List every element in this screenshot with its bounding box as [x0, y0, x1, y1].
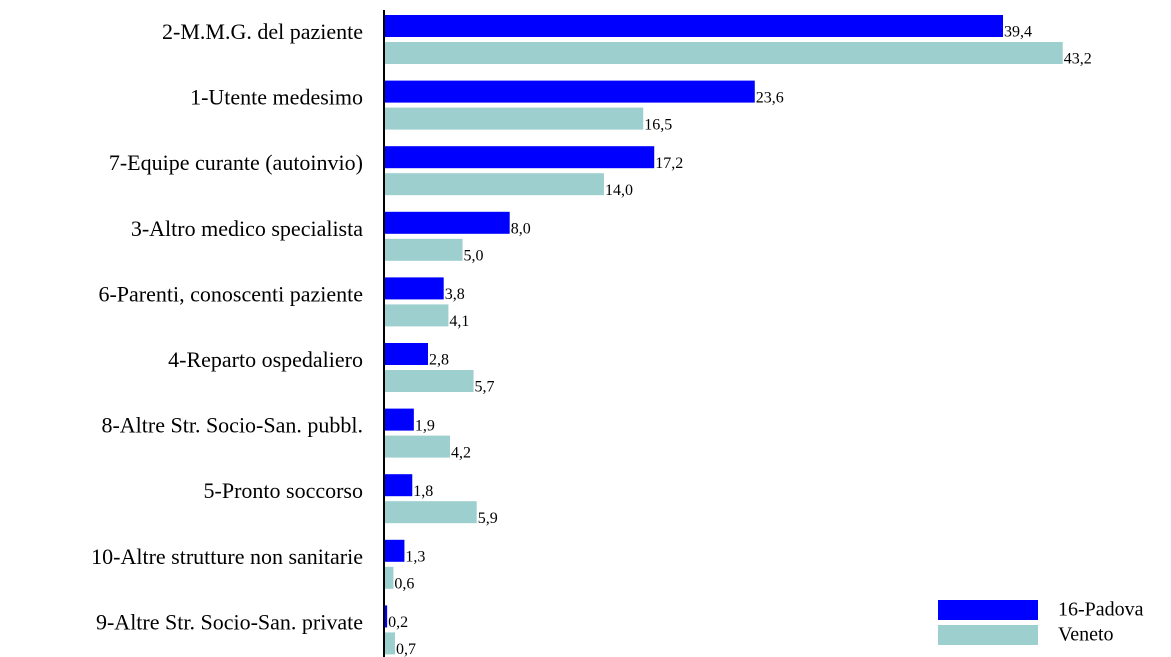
value-label: 39,4 [1004, 24, 1032, 41]
category-label: 9-Altre Str. Socio-San. private [96, 609, 363, 634]
legend-label: Veneto [1058, 624, 1114, 646]
value-label: 3,8 [445, 286, 465, 303]
bar [384, 343, 428, 365]
category-label: 1-Utente medesimo [190, 85, 363, 110]
value-label: 2,8 [429, 352, 449, 369]
value-label: 1,3 [405, 548, 425, 565]
bar [384, 408, 414, 431]
bar [384, 211, 510, 234]
bar [384, 107, 644, 130]
bar [384, 539, 405, 562]
bar [384, 80, 755, 103]
category-label: 2-M.M.G. del paziente [162, 19, 363, 44]
bar [384, 15, 1004, 37]
value-label: 14,0 [605, 182, 633, 199]
value-label: 5,7 [475, 379, 495, 396]
category-label: 7-Equipe curante (autoinvio) [109, 150, 363, 175]
bar [384, 474, 413, 497]
value-label: 5,9 [478, 510, 498, 527]
legend-label: 16-Padova [1058, 599, 1144, 621]
value-label: 1,8 [413, 483, 433, 500]
bar [384, 277, 444, 300]
category-label: 5-Pronto soccorso [204, 478, 363, 503]
bar [384, 238, 463, 261]
value-label: 0,6 [394, 575, 414, 592]
bar [384, 42, 1063, 64]
bar [384, 173, 604, 196]
category-label: 6-Parenti, conoscenti paziente [98, 281, 363, 306]
bar [384, 632, 395, 655]
value-label: 8,0 [511, 220, 531, 237]
legend-swatch [938, 600, 1038, 620]
value-label: 4,1 [449, 313, 469, 330]
bar [384, 566, 394, 589]
bar [384, 304, 449, 327]
bar [384, 370, 474, 392]
value-label: 23,6 [756, 89, 784, 106]
value-label: 17,2 [655, 155, 683, 172]
category-label: 3-Altro medico specialista [131, 216, 363, 241]
bar [384, 435, 450, 458]
value-label: 4,2 [451, 444, 471, 461]
value-label: 0,2 [388, 614, 408, 631]
value-label: 5,0 [464, 247, 484, 264]
category-label: 4-Reparto ospedaliero [168, 347, 363, 372]
category-label: 8-Altre Str. Socio-San. pubbl. [101, 413, 363, 438]
category-label: 10-Altre strutture non sanitarie [91, 544, 363, 569]
bar [384, 501, 477, 524]
value-label: 43,2 [1064, 51, 1092, 68]
value-label: 0,7 [396, 641, 416, 657]
value-label: 1,9 [415, 417, 435, 434]
value-label: 16,5 [644, 116, 672, 133]
bar [384, 146, 655, 169]
bar [384, 605, 388, 628]
legend-swatch [938, 625, 1038, 645]
